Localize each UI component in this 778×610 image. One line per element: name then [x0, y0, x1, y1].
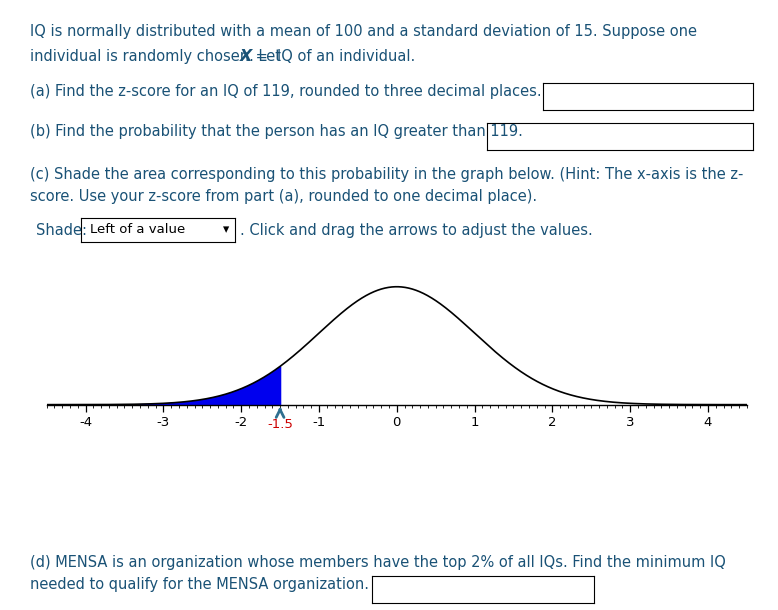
Text: =  IQ of an individual.: = IQ of an individual. [251, 49, 415, 64]
Text: X: X [240, 49, 252, 64]
Text: (a) Find the z-score for an IQ of 119, rounded to three decimal places.: (a) Find the z-score for an IQ of 119, r… [30, 84, 541, 99]
Text: (c) Shade the area corresponding to this probability in the graph below. (Hint: : (c) Shade the area corresponding to this… [30, 167, 743, 182]
Text: ▾: ▾ [223, 223, 229, 237]
Text: score. Use your z-score from part (a), rounded to one decimal place).: score. Use your z-score from part (a), r… [30, 189, 537, 204]
Text: individual is randomly chosen. Let: individual is randomly chosen. Let [30, 49, 286, 64]
Text: -1.5: -1.5 [267, 418, 293, 431]
Text: Left of a value: Left of a value [90, 223, 185, 237]
Text: (b) Find the probability that the person has an IQ greater than 119.: (b) Find the probability that the person… [30, 124, 523, 140]
Text: (d) MENSA is an organization whose members have the top 2% of all IQs. Find the : (d) MENSA is an organization whose membe… [30, 555, 725, 570]
Text: . Click and drag the arrows to adjust the values.: . Click and drag the arrows to adjust th… [240, 223, 592, 239]
Text: IQ is normally distributed with a mean of 100 and a standard deviation of 15. Su: IQ is normally distributed with a mean o… [30, 24, 696, 40]
Text: needed to qualify for the MENSA organization.: needed to qualify for the MENSA organiza… [30, 577, 369, 592]
Text: Shade:: Shade: [36, 223, 91, 239]
